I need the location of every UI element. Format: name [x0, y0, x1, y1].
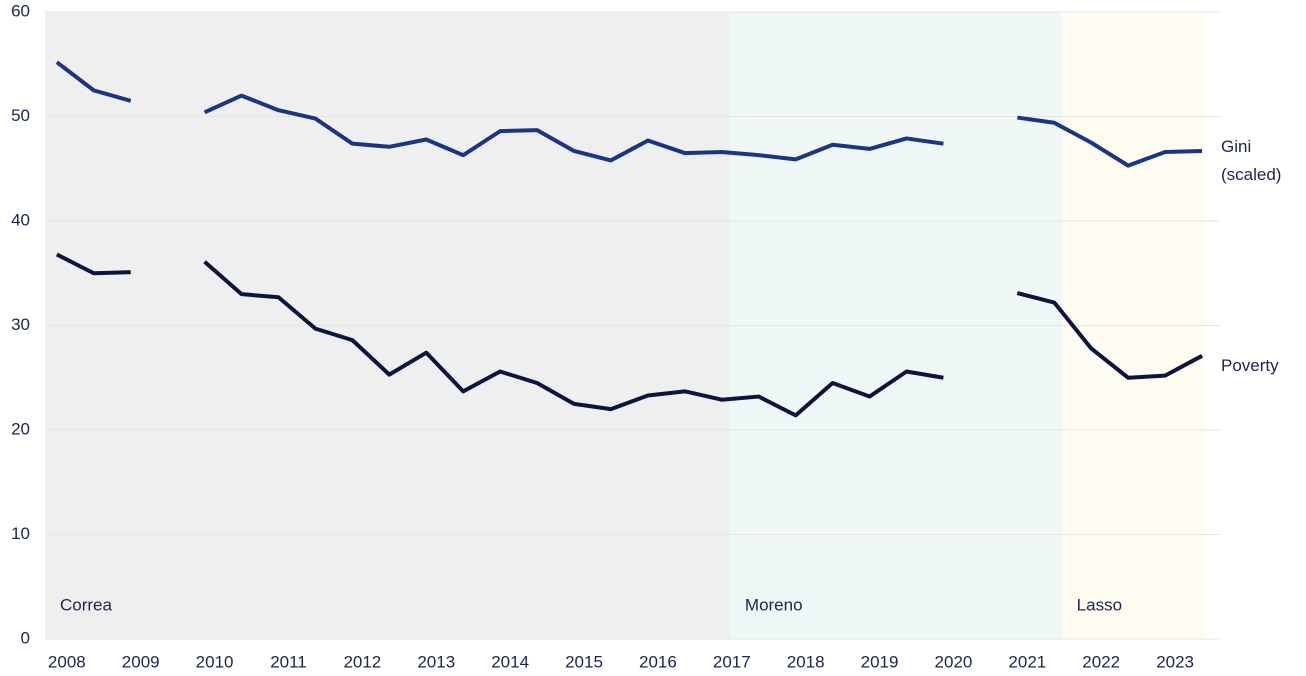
period-label: Moreno — [745, 595, 803, 614]
x-tick-label: 2008 — [48, 652, 86, 671]
y-tick-label: 0 — [21, 628, 30, 647]
x-tick-label: 2013 — [417, 652, 455, 671]
series-label: Gini (scaled) — [1221, 136, 1282, 184]
y-tick-label: 20 — [11, 419, 30, 438]
y-tick-label: 30 — [11, 315, 30, 334]
x-tick-label: 2017 — [713, 652, 751, 671]
x-tick-label: 2021 — [1008, 652, 1046, 671]
x-tick-label: 2022 — [1082, 652, 1120, 671]
period-label: Lasso — [1077, 595, 1122, 614]
y-tick-label: 10 — [11, 524, 30, 543]
x-tick-label: 2015 — [565, 652, 603, 671]
x-tick-label: 2016 — [639, 652, 677, 671]
series-label: Poverty — [1221, 355, 1279, 375]
y-tick-label: 50 — [11, 106, 30, 125]
period-label: Correa — [60, 595, 113, 614]
series-line — [55, 60, 1203, 168]
x-tick-label: 2023 — [1156, 652, 1194, 671]
x-tick-label: 2018 — [787, 652, 825, 671]
series-line — [55, 252, 1203, 418]
x-tick-label: 2012 — [343, 652, 381, 671]
x-tick-label: 2011 — [270, 652, 307, 671]
y-tick-label: 60 — [11, 1, 30, 20]
x-tick-label: 2014 — [491, 652, 529, 671]
x-tick-label: 2020 — [935, 652, 973, 671]
x-tick-label: 2019 — [861, 652, 899, 671]
x-tick-label: 2009 — [122, 652, 160, 671]
y-tick-label: 40 — [11, 210, 30, 229]
x-tick-label: 2010 — [196, 652, 234, 671]
